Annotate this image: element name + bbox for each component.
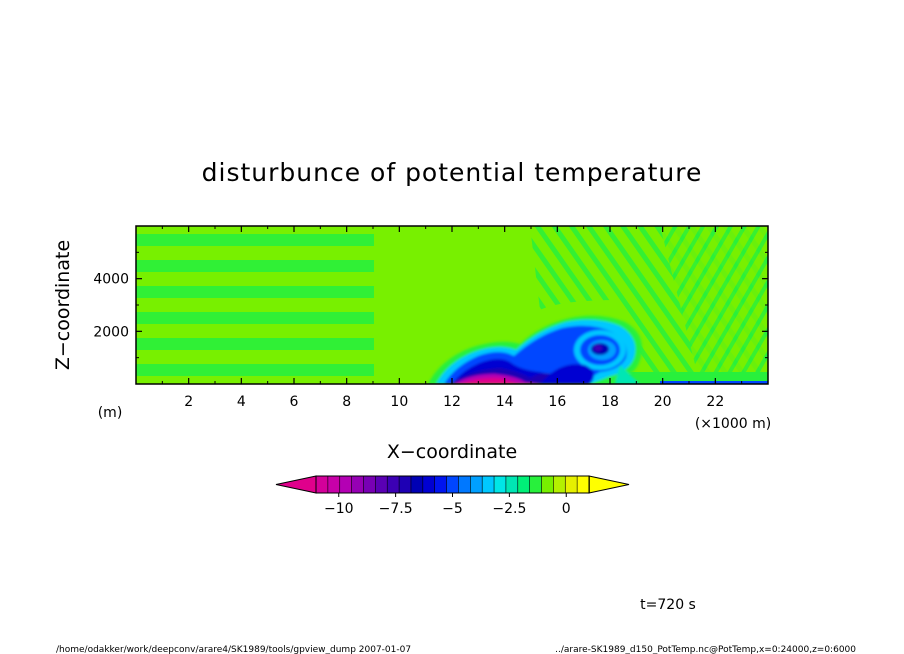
- x-tick-label: 14: [496, 394, 514, 410]
- colorbar-tick-label: −7.5: [379, 501, 413, 517]
- x-tick-label: 20: [654, 394, 672, 410]
- x-axis-label: X−coordinate: [387, 441, 517, 463]
- x-tick-label: 22: [706, 394, 724, 410]
- colorbar-tick-label: −2.5: [492, 501, 526, 517]
- plot-area: [136, 226, 768, 384]
- cold-pool: [428, 315, 643, 384]
- colorbar-swatch: [541, 475, 555, 494]
- x-tick-label: 6: [290, 394, 299, 410]
- colorbar-swatch: [517, 475, 531, 494]
- colorbar-tick-label: 0: [562, 501, 571, 517]
- colorbar-swatch: [458, 475, 472, 494]
- footer-right: ../arare-SK1989_d150_PotTemp.nc@PotTemp,…: [555, 645, 856, 654]
- x-tick-label: 12: [443, 394, 461, 410]
- axis-ticks: 2 4 6 8 10 12 14 16 18 20 22 2000 4000: [93, 226, 768, 410]
- y-axis-label: Z−coordinate: [52, 240, 74, 370]
- x-tick-label: 4: [237, 394, 246, 410]
- colorbar-swatch: [481, 475, 495, 494]
- x-tick-label: 16: [548, 394, 566, 410]
- colorbar-swatch: [351, 475, 365, 494]
- x-unit-label: (×1000 m): [695, 416, 771, 432]
- colorbar-swatch: [564, 475, 578, 494]
- field-waves-right: [660, 226, 768, 384]
- time-annotation: t=720 s: [640, 597, 696, 613]
- colorbar-swatch: [493, 475, 507, 494]
- colorbar-swatch: [505, 475, 519, 494]
- colorbar: −10 −7.5 −5 −2.5 0: [275, 475, 630, 517]
- colorbar-tick-label: −5: [442, 501, 463, 517]
- footer-left: /home/odakker/work/deepconv/arare4/SK198…: [56, 645, 411, 654]
- chart-title: disturbunce of potential temperature: [202, 158, 703, 187]
- colorbar-swatch: [315, 475, 329, 494]
- x-tick-label: 2: [184, 394, 193, 410]
- colorbar-swatch: [422, 475, 436, 494]
- colorbar-swatch: [339, 475, 353, 494]
- y-tick-label: 4000: [93, 272, 129, 288]
- colorbar-low-arrow: [275, 475, 317, 494]
- colorbar-high-arrow: [588, 475, 630, 494]
- field-left-stripes: [136, 230, 374, 380]
- colorbar-tick-label: −10: [324, 501, 354, 517]
- colorbar-swatch: [553, 475, 567, 494]
- x-tick-label: 10: [390, 394, 408, 410]
- colorbar-swatch: [363, 475, 377, 494]
- y-tick-label: 2000: [93, 324, 129, 340]
- x-tick-label: 8: [342, 394, 351, 410]
- colorbar-swatch: [327, 475, 341, 494]
- colorbar-swatch: [470, 475, 483, 494]
- x-tick-label: 18: [601, 394, 619, 410]
- colorbar-swatch: [375, 475, 389, 494]
- colorbar-swatch: [529, 475, 543, 494]
- field-surface-line: [660, 381, 768, 384]
- colorbar-swatch: [386, 475, 400, 494]
- y-unit-label: (m): [98, 405, 123, 421]
- colorbar-swatch: [434, 475, 448, 494]
- colorbar-swatch: [398, 475, 412, 494]
- colorbar-swatch: [576, 475, 590, 494]
- colorbar-swatch: [446, 475, 460, 494]
- colorbar-swatch: [410, 475, 424, 494]
